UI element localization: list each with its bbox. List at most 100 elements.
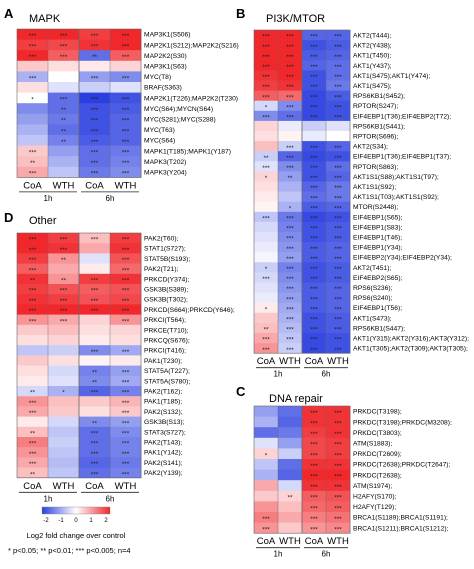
heatmap-cell [254,141,279,152]
row-label: MYC(T63) [144,127,175,134]
heatmap-cell [110,135,142,146]
heatmap-cell [48,60,80,72]
significance-marker: *** [29,441,37,448]
significance-marker: ** [263,155,269,162]
heatmap-cell [79,71,111,83]
significance-marker: *** [122,257,130,264]
heatmap-cell [110,284,142,295]
significance-marker: ** [61,139,67,146]
row-label: BRAF(S363) [144,85,182,92]
heatmap-cell [326,201,351,213]
time-label: 6h [106,194,115,203]
row-label: EIF4EBP1(S65); [353,214,403,221]
significance-marker: *** [334,145,342,152]
heatmap-cell [254,100,279,112]
row-label: PAK2(T60); [144,236,179,243]
heatmap-cell [48,166,80,178]
heatmap-cell [278,302,303,314]
significance-marker: *** [60,288,68,295]
heatmap-cell [254,110,279,122]
significance-marker: *** [286,236,294,243]
heatmap-cell [48,113,80,125]
significance-marker: *** [262,337,270,344]
heatmap-cell [326,333,351,344]
heatmap-cell [110,145,142,157]
heatmap-cell [110,156,142,168]
heatmap-cell [326,501,351,513]
row-label: PAK2(S132); [144,409,183,416]
heatmap-cell [326,252,351,263]
heatmap-cell [17,71,49,83]
heatmap-cell [79,273,111,285]
significance-marker: *** [286,44,294,51]
row-label: PRKDC(T3803); [353,430,402,437]
panel-letter: C [236,384,246,399]
heatmap-panel-A: A MAPK*** *** *** ****** *** *** ****** *** ** ***… [4,6,239,203]
heatmap-cell [17,335,49,346]
significance-marker: ** [92,369,98,376]
significance-marker: *** [262,516,270,523]
row-label: AKT1(S475); [353,83,392,90]
heatmap-cell [79,263,111,275]
heatmap-cell [79,233,111,244]
significance-marker: *** [122,308,130,315]
significance-marker: *** [29,288,37,295]
significance-marker: *** [122,237,130,244]
significance-marker: *** [122,278,130,285]
row-label: H2AFY(T129); [353,504,396,511]
heatmap-cell [278,416,303,428]
row-label: AKT1(Y437); [353,63,392,70]
heatmap-cell [326,30,351,41]
row-label: MAPK3(T202) [144,159,186,166]
significance-marker: *** [122,471,130,478]
heatmap-cell [302,343,327,354]
heatmap-cell [48,314,80,326]
row-label: PRKDC(T2638);PRKDC(T2647); [353,462,451,469]
panel-title: Other [29,215,57,227]
significance-marker: *** [29,318,37,325]
heatmap-cell [79,135,111,146]
heatmap-cell [17,426,49,438]
heatmap-cell [278,272,303,283]
heatmap-cell [48,355,80,366]
heatmap-cell [254,161,279,172]
row-label: MYC(S281);MYC(S288) [144,117,216,124]
significance-marker: *** [122,150,130,157]
column-label: WTH [53,180,75,191]
significance-marker: *** [334,527,342,534]
heatmap-cell [17,365,49,377]
heatmap-cell [326,312,351,324]
heatmap-cell [48,233,80,244]
heatmap-cell [278,480,303,492]
significance-marker: *** [122,107,130,114]
significance-marker: *** [286,104,294,111]
heatmap-cell [79,426,111,438]
heatmap-cell [302,40,327,51]
heatmap-cell [48,29,80,40]
row-label: PAK2(T143); [144,440,182,447]
row-label: RPS6KB1(S441); [353,123,405,130]
significance-marker: *** [29,451,37,458]
heatmap-cell [326,211,351,223]
column-label: CoA [23,481,42,492]
significance-marker: *** [122,44,130,51]
row-label: PRKCQ(S676); [144,338,190,345]
heatmap-cell [302,100,327,112]
heatmap-cell [278,469,303,481]
heatmap-cell [48,71,80,83]
heatmap-cell [48,304,80,315]
significance-marker: *** [122,128,130,135]
significance-marker: *** [122,400,130,407]
heatmap-cell [278,50,303,61]
significance-marker: *** [60,237,68,244]
panel-letter: D [4,210,13,225]
heatmap-cell [17,457,49,468]
heatmap-cell [110,103,142,115]
significance-marker: * [62,390,65,397]
heatmap-cell [278,131,303,142]
significance-marker: *** [91,44,99,51]
heatmap-cell [48,135,80,146]
significance-marker: *** [91,349,99,356]
heatmap-cell [79,60,111,72]
heatmap-cell [302,141,327,152]
